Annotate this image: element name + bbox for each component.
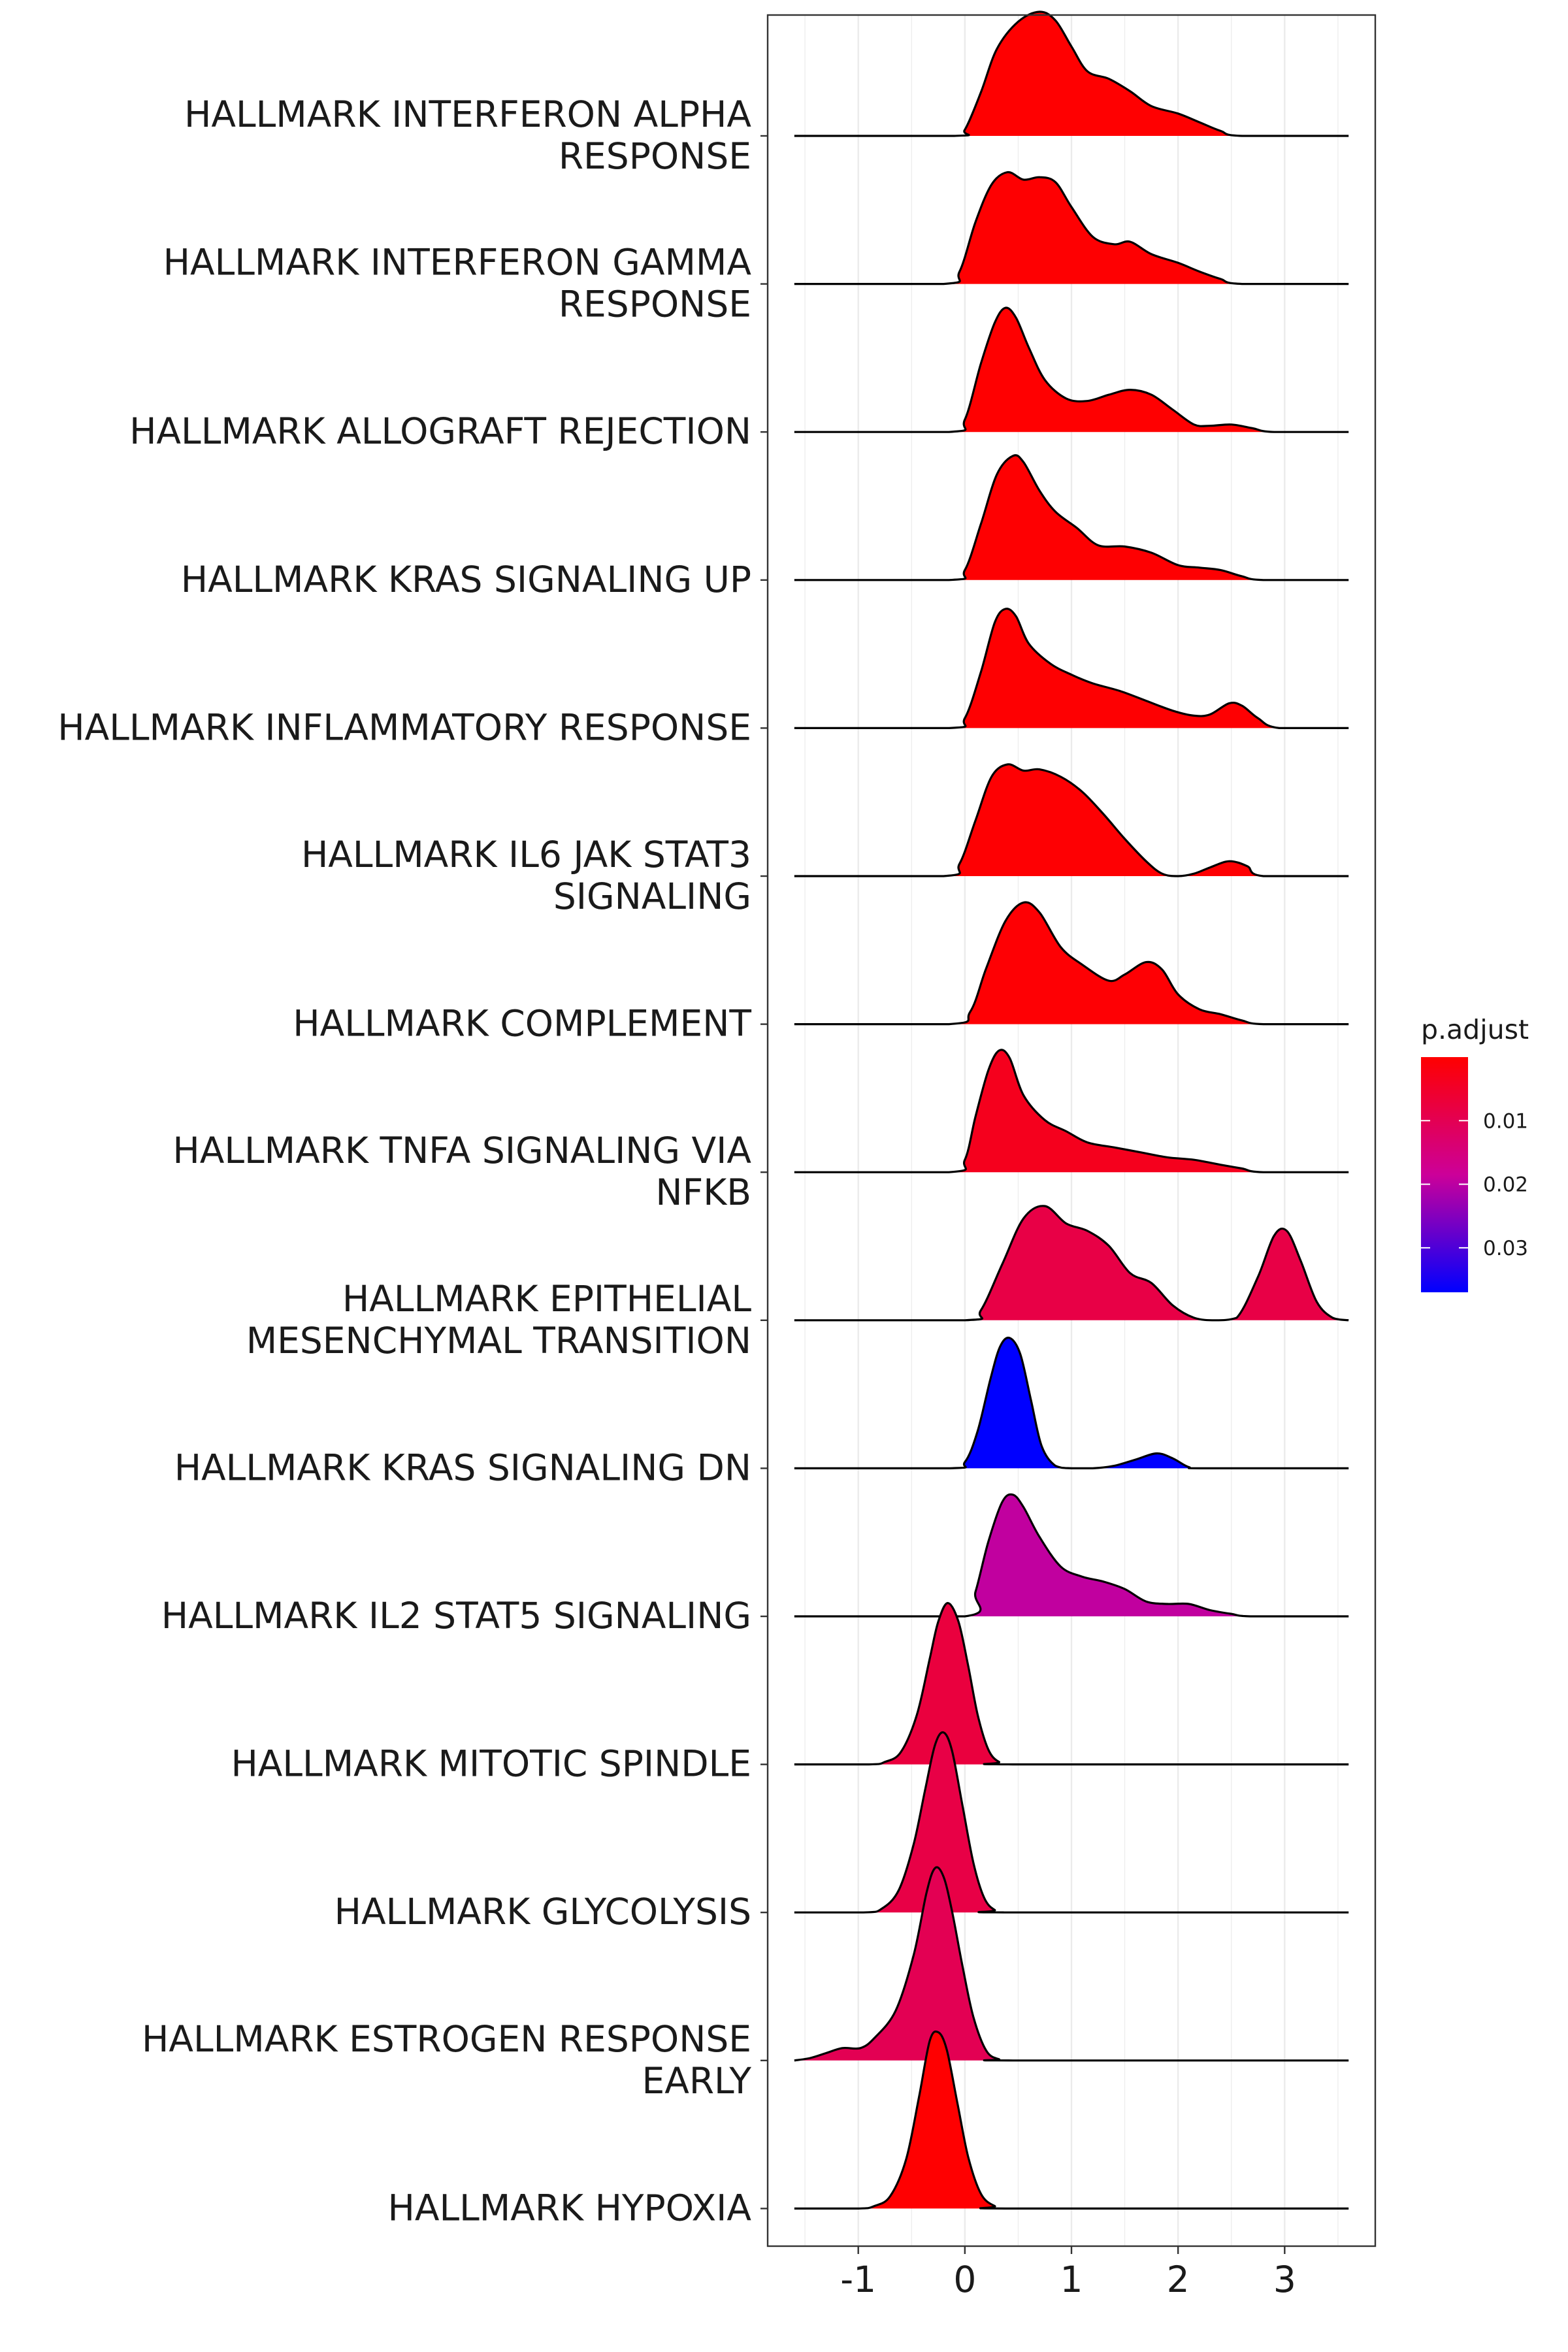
density-ridge-outline [794, 1493, 1349, 1618]
legend-colorbar [1421, 1057, 1468, 1292]
term-label: RESPONSE [559, 284, 751, 325]
x-tick-label: 2 [1167, 2259, 1190, 2300]
density-ridge-fill [794, 608, 1349, 728]
y-axis-ticks [760, 135, 768, 2210]
x-tick-label: 1 [1060, 2259, 1083, 2300]
density-ridge-outline [794, 306, 1349, 433]
density-ridge-outline [794, 1049, 1349, 1173]
density-ridge-fill [794, 1205, 1349, 1320]
term-label: HALLMARK IL6 JAK STAT3 [301, 834, 751, 875]
term-label: HALLMARK ESTROGEN RESPONSE [142, 2018, 751, 2060]
density-ridge-outline [794, 2030, 1349, 2210]
term-label: HALLMARK KRAS SIGNALING DN [174, 1446, 751, 1488]
term-label: HALLMARK TNFA SIGNALING VIA [172, 1130, 751, 1171]
legend-tick-label: 0.02 [1483, 1173, 1528, 1197]
term-label: HALLMARK INFLAMMATORY RESPONSE [57, 706, 751, 748]
x-tick-label: 0 [953, 2259, 976, 2300]
legend-tick-label: 0.01 [1483, 1109, 1528, 1133]
density-ridge-outline [794, 608, 1349, 730]
term-label: HALLMARK ALLOGRAFT REJECTION [129, 410, 751, 452]
density-ridge-outline [794, 901, 1349, 1026]
x-tick-label: -1 [840, 2259, 876, 2300]
density-ridge-fill [794, 1049, 1349, 1173]
density-ridge-outline [794, 454, 1349, 581]
term-label: SIGNALING [553, 875, 751, 917]
density-ridge-outline [794, 1336, 1349, 1470]
legend-tick-label: 0.03 [1483, 1237, 1528, 1260]
term-label: NFKB [655, 1171, 751, 1213]
term-label: EARLY [642, 2060, 751, 2102]
x-tick-label: 3 [1273, 2259, 1296, 2300]
density-ridge-fill [794, 764, 1349, 876]
term-label: HALLMARK COMPLEMENT [293, 1003, 751, 1045]
density-ridge-fill [794, 1732, 1349, 1913]
density-ridge-fill [794, 2031, 1349, 2209]
density-ridge-fill [794, 308, 1349, 433]
density-ridge-fill [794, 172, 1349, 284]
density-ridge-outline [794, 10, 1349, 137]
term-label: HALLMARK IL2 STAT5 SIGNALING [161, 1595, 751, 1637]
density-ridge-fill [794, 1494, 1349, 1616]
density-ridge-outline [794, 1731, 1349, 1914]
density-ridge-outline [794, 171, 1349, 286]
density-ridge-fill [794, 11, 1349, 136]
term-label: HALLMARK GLYCOLYSIS [335, 1891, 751, 1933]
term-label: HALLMARK MITOTIC SPINDLE [231, 1743, 751, 1785]
density-ridges [794, 10, 1349, 2210]
term-label: MESENCHYMAL TRANSITION [246, 1320, 751, 1362]
legend: p.adjust 0.01 0.02 0.03 [1421, 1014, 1529, 1292]
density-ridge-outline [794, 1602, 1349, 1766]
term-label: RESPONSE [559, 135, 751, 177]
term-label: HALLMARK HYPOXIA [387, 2187, 751, 2229]
term-label: HALLMARK INTERFERON ALPHA [184, 93, 751, 135]
y-axis-labels: HALLMARK INTERFERON ALPHARESPONSEHALLMAR… [57, 93, 751, 2229]
density-ridge-fill [794, 1867, 1349, 2061]
density-ridge-fill [794, 902, 1349, 1024]
density-ridge-outline [794, 1866, 1349, 2062]
grid-lines [804, 15, 1339, 2246]
term-label: HALLMARK KRAS SIGNALING UP [181, 559, 751, 600]
term-label: HALLMARK EPITHELIAL [342, 1278, 751, 1320]
density-ridge-fill [794, 455, 1349, 580]
density-ridge-fill [794, 1603, 1349, 1765]
density-ridge-outline [794, 1205, 1349, 1322]
term-label: HALLMARK INTERFERON GAMMA [163, 242, 752, 284]
x-axis-ticks: -1 0 1 2 3 [840, 2246, 1296, 2300]
density-ridge-outline [794, 763, 1349, 877]
legend-title: p.adjust [1421, 1014, 1529, 1045]
